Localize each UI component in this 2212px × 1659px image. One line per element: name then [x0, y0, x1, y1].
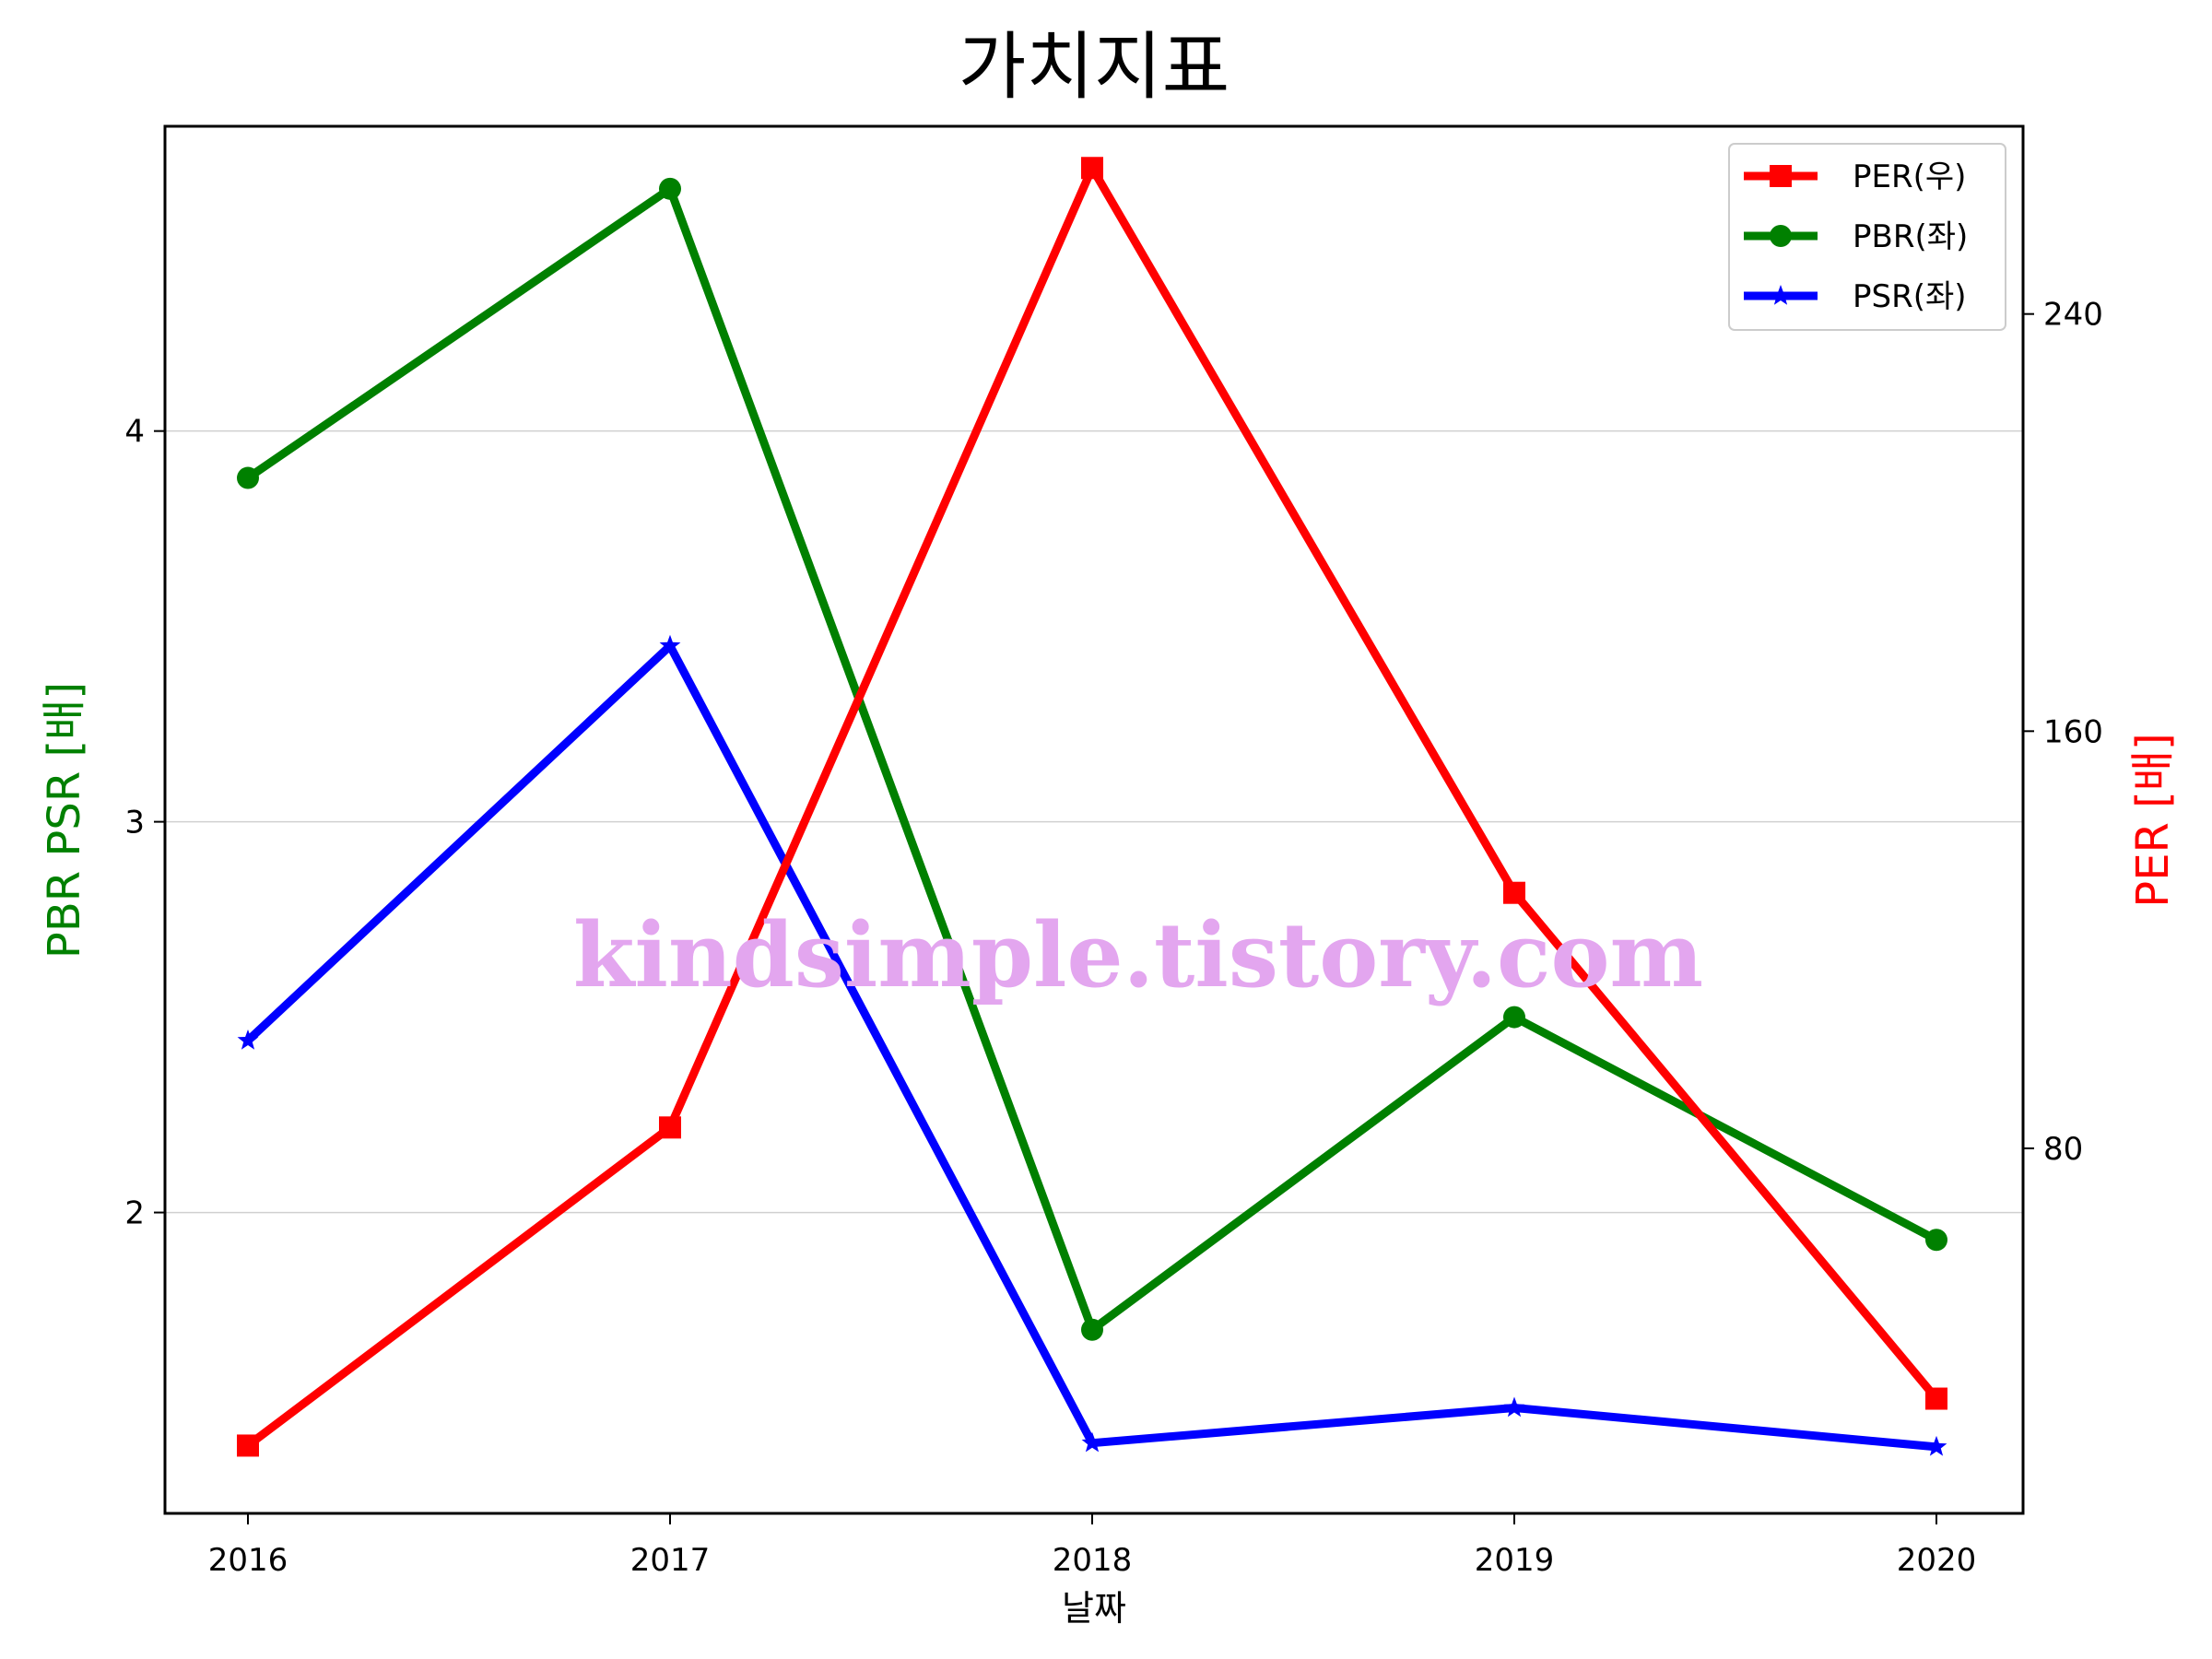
data-point	[1925, 1435, 1947, 1456]
watermark-text: kindsimple.tistory.com	[573, 903, 1703, 1007]
plot-area-frame	[163, 124, 2025, 1515]
legend-label: PER(우)	[1853, 159, 1966, 195]
data-point	[1081, 1318, 1103, 1341]
right-tick-label: 240	[2043, 297, 2103, 334]
data-point	[237, 1434, 259, 1457]
legend-label: PBR(좌)	[1853, 218, 1968, 255]
left-tick-label: 3	[124, 805, 145, 841]
data-point	[237, 466, 259, 489]
data-point	[1503, 1006, 1525, 1029]
data-point	[237, 1030, 259, 1050]
left-tick-label: 4	[124, 414, 145, 451]
data-point	[1081, 1431, 1103, 1453]
data-point	[1081, 157, 1103, 180]
data-point	[659, 634, 681, 655]
series-circle-left	[237, 177, 1947, 1341]
x-axis-label: 날짜	[1062, 1588, 1126, 1629]
series-square-right	[237, 157, 1947, 1457]
data-point	[1925, 1387, 1947, 1410]
left-axis-ticks: 2 3 4	[124, 414, 165, 1232]
x-tick-label: 2020	[1897, 1542, 1977, 1579]
series-layer	[237, 157, 1947, 1457]
legend-box	[1728, 143, 2006, 331]
data-point	[1925, 1229, 1947, 1252]
legend-marker	[1770, 165, 1792, 187]
grid-lines	[165, 429, 2023, 1214]
series-line	[243, 184, 1941, 1335]
data-point	[659, 177, 681, 200]
legend-label: PSR(좌)	[1853, 278, 1967, 315]
right-axis-ticks: 80 160 240	[2023, 297, 2103, 1168]
x-tick-label: 2019	[1475, 1542, 1555, 1579]
data-point	[1503, 881, 1525, 904]
left-axis-label: PBR PSR [배]	[39, 682, 90, 959]
right-tick-label: 160	[2043, 713, 2103, 750]
x-tick-label: 2018	[1053, 1542, 1133, 1579]
left-tick-label: 2	[124, 1195, 145, 1232]
legend-item: PBR(좌)	[1744, 218, 1968, 255]
data-point	[659, 1116, 681, 1139]
series-star-left	[237, 634, 1947, 1456]
legend: PER(우) PBR(좌) PSR(좌)	[1728, 143, 2006, 331]
x-axis-ticks: 2016 2017 2018 2019 2020	[208, 1513, 1977, 1579]
x-tick-label: 2017	[630, 1542, 711, 1579]
chart-title: 가치지표	[959, 24, 1230, 110]
legend-marker	[1770, 225, 1792, 247]
data-point	[1503, 1396, 1525, 1418]
x-tick-label: 2016	[208, 1542, 288, 1579]
right-tick-label: 80	[2043, 1131, 2083, 1168]
right-axis-label: PER [배]	[2127, 733, 2179, 908]
legend-item: PER(우)	[1744, 159, 1966, 195]
legend-marker	[1770, 285, 1792, 305]
legend-item: PSR(좌)	[1744, 278, 1967, 315]
